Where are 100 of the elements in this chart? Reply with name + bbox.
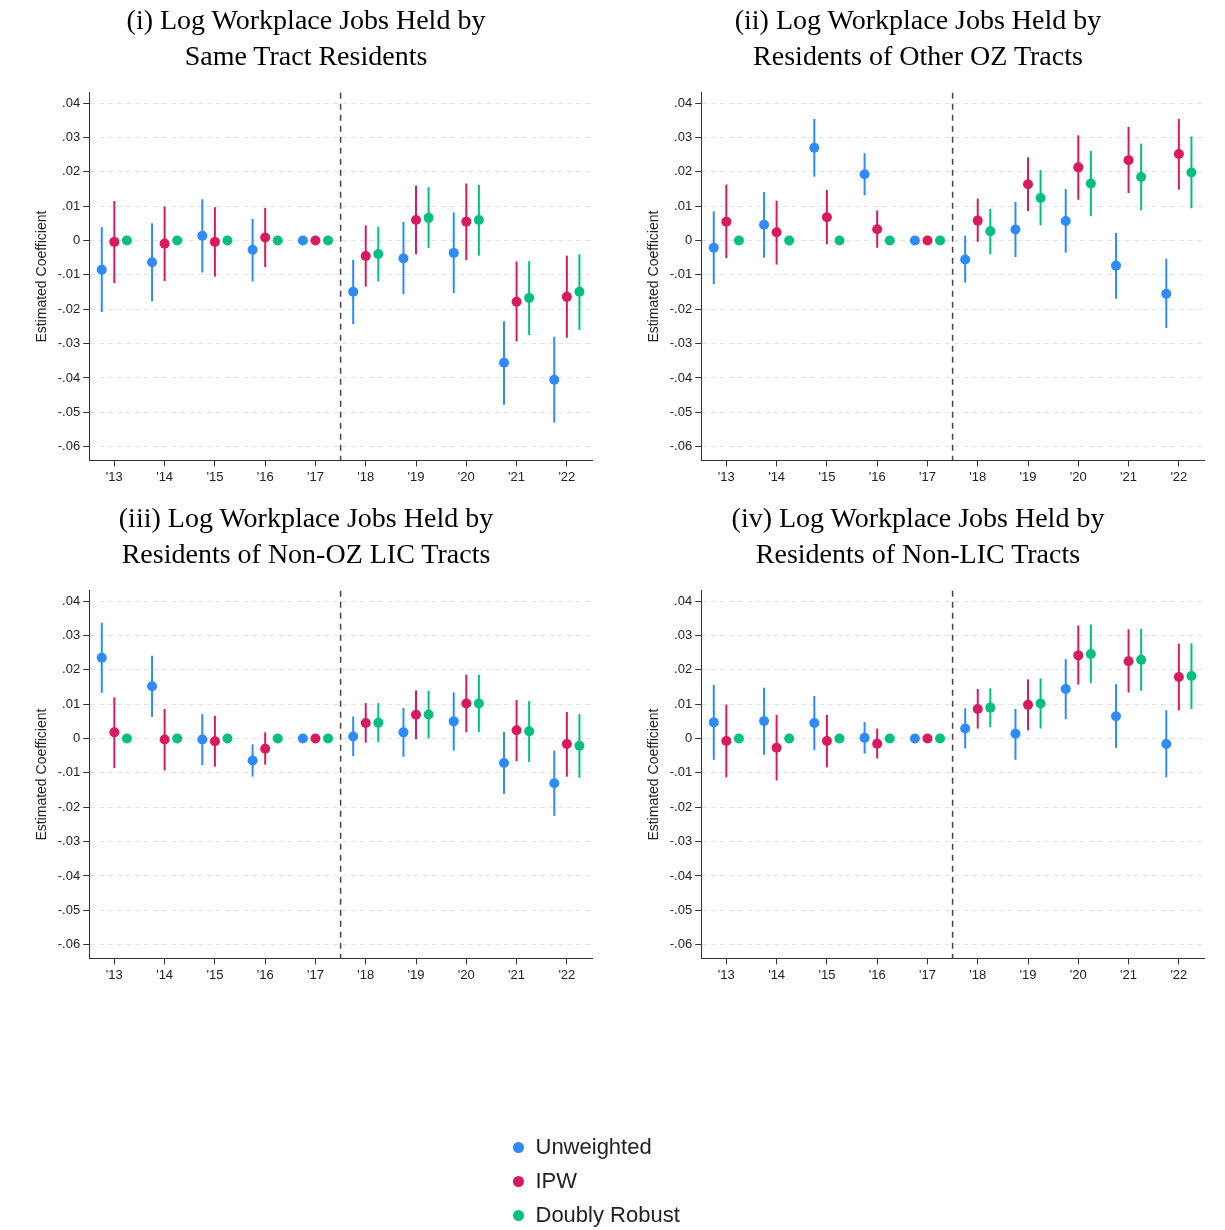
point: [159, 238, 170, 249]
point: [708, 717, 719, 728]
y-tick-label: .04: [674, 94, 693, 110]
point: [297, 733, 308, 744]
point: [771, 742, 782, 753]
point: [323, 235, 334, 246]
y-axis-title: Estimated Coefficient: [645, 708, 662, 841]
x-tick-label: '17: [918, 468, 936, 484]
point: [448, 247, 459, 258]
point: [310, 733, 321, 744]
y-tick-label: .04: [62, 592, 81, 608]
x-tick-label: '20: [457, 966, 475, 982]
x-tick-label: '18: [969, 468, 987, 484]
point: [511, 296, 522, 307]
y-tick-label: .03: [62, 129, 81, 145]
point: [373, 248, 384, 259]
point: [771, 227, 782, 238]
point: [172, 235, 183, 246]
point: [348, 286, 359, 297]
point: [159, 734, 170, 745]
x-tick-label: '22: [1170, 468, 1188, 484]
x-tick-label: '18: [969, 966, 987, 982]
legend-label: IPW: [535, 1168, 578, 1194]
point: [972, 215, 983, 226]
point: [985, 702, 996, 713]
point: [960, 254, 971, 265]
y-tick-label: .01: [674, 197, 693, 213]
y-tick-label: 0: [684, 232, 693, 248]
y-tick-label: .02: [62, 163, 81, 179]
y-tick-label: -.04: [57, 867, 81, 883]
point: [398, 253, 409, 264]
y-tick-label: -.03: [669, 833, 693, 849]
point: [147, 257, 158, 268]
point: [922, 733, 933, 744]
point: [1186, 167, 1197, 178]
point: [561, 739, 572, 750]
point: [411, 214, 422, 225]
y-tick-label: .01: [62, 197, 81, 213]
point: [834, 733, 845, 744]
y-axis-title: Estimated Coefficient: [33, 210, 50, 343]
x-tick-label: '16: [256, 468, 274, 484]
y-tick-label: .03: [674, 129, 693, 145]
y-tick-label: -.06: [57, 438, 81, 454]
point: [348, 731, 359, 742]
point: [197, 734, 208, 745]
point: [759, 219, 770, 230]
y-tick-label: -.02: [57, 300, 81, 316]
chart-title: (iv) Log Workplace Jobs Held by Residents of Non-LIC Tracts: [730, 501, 1106, 571]
x-tick-label: '15: [206, 468, 224, 484]
x-tick-label: '21: [1120, 966, 1138, 982]
point: [260, 232, 271, 243]
y-tick-label: -.01: [57, 764, 81, 780]
point: [834, 235, 845, 246]
point: [1111, 711, 1122, 722]
point: [721, 216, 732, 227]
point: [197, 230, 208, 241]
x-tick-label: '15: [818, 966, 836, 982]
y-tick-label: .03: [62, 627, 81, 643]
x-tick-label: '14: [156, 966, 174, 982]
y-tick-label: -.04: [669, 369, 693, 385]
point: [310, 235, 321, 246]
point: [398, 727, 409, 738]
x-tick-label: '21: [508, 966, 526, 982]
point: [549, 374, 560, 385]
point: [524, 726, 535, 737]
legend-label: Unweighted: [535, 1134, 652, 1160]
point: [960, 723, 971, 734]
point: [733, 235, 744, 246]
point: [260, 743, 271, 754]
point: [461, 698, 472, 709]
point: [272, 235, 283, 246]
point: [109, 236, 120, 247]
point: [1111, 260, 1122, 271]
point: [935, 733, 946, 744]
x-tick-label: '16: [868, 468, 886, 484]
point: [872, 224, 883, 235]
point: [247, 244, 258, 255]
point: [222, 235, 233, 246]
point: [499, 757, 510, 768]
point: [147, 681, 158, 692]
legend-label: Doubly Robust: [535, 1202, 680, 1228]
point: [121, 733, 132, 744]
point: [473, 698, 484, 709]
x-tick-label: '13: [717, 468, 735, 484]
x-tick-label: '13: [105, 468, 123, 484]
point: [423, 709, 434, 720]
point: [1085, 178, 1096, 189]
y-tick-label: -.01: [669, 764, 693, 780]
x-tick-label: '22: [1170, 966, 1188, 982]
point: [1073, 650, 1084, 661]
x-tick-label: '18: [357, 468, 375, 484]
point: [109, 727, 120, 738]
x-tick-label: '18: [357, 966, 375, 982]
x-tick-label: '19: [1019, 468, 1037, 484]
y-tick-label: -.06: [669, 936, 693, 952]
y-tick-label: -.05: [57, 403, 81, 419]
y-tick-label: -.06: [669, 438, 693, 454]
point: [121, 235, 132, 246]
y-tick-label: .02: [674, 163, 693, 179]
point: [1123, 155, 1134, 166]
